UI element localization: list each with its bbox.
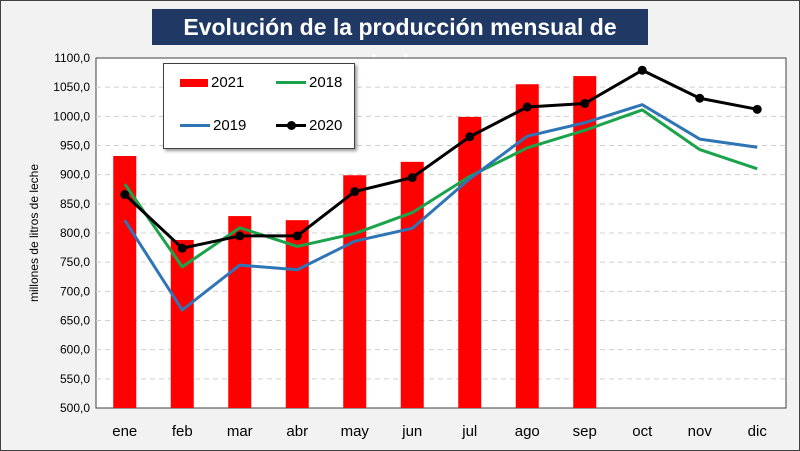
point-2020-sep [580, 99, 590, 108]
legend-item-2021: 2021 [180, 74, 244, 91]
x-tick-label: may [341, 423, 370, 440]
x-tick-label: jun [401, 423, 422, 440]
x-tick-label: feb [172, 423, 193, 440]
line-2019 [123, 103, 758, 312]
line-2020 [123, 68, 758, 250]
y-tick-label: 850,0 [60, 197, 90, 211]
point-2020-ene [120, 190, 130, 199]
line-2018 [123, 108, 758, 269]
y-tick-label: 1100,0 [54, 51, 90, 65]
x-tick-label: abr [286, 423, 308, 440]
bar-2021-mar [228, 216, 252, 408]
bar-2021-abr [285, 220, 309, 408]
legend-swatch [276, 121, 306, 130]
point-2020-jun [407, 173, 417, 183]
legend-swatch [180, 78, 208, 87]
y-tick-label: 600,0 [60, 343, 90, 357]
y-tick-label: 650,0 [60, 314, 90, 328]
legend-item-2018: 2018 [276, 74, 342, 91]
y-tick-label: 550,0 [60, 372, 90, 386]
y-tick-label: 900,0 [60, 168, 90, 182]
bar-2021-sep [573, 76, 597, 408]
point-2020-may [350, 187, 360, 197]
bar-2021-feb [170, 240, 194, 408]
legend-swatch [276, 81, 306, 84]
legend-label: 2019 [213, 117, 247, 134]
bar-2021-may [343, 175, 367, 408]
legend-item-2019: 2019 [180, 117, 246, 134]
x-tick-label: oct [632, 423, 653, 440]
y-tick-label: 800,0 [60, 226, 90, 240]
y-tick-label: 500,0 [60, 401, 90, 415]
point-2020-feb [177, 243, 187, 253]
bar-2021-ene [113, 156, 137, 408]
x-tick-label: ene [112, 423, 137, 440]
bar-2021-jul [458, 116, 482, 409]
legend-label: 2020 [309, 117, 343, 134]
x-tick-label: nov [688, 423, 713, 440]
legend-swatch [180, 124, 210, 127]
legend: 2021 2018 2019 2020 [163, 63, 355, 149]
bar-2021-jun [400, 161, 424, 408]
y-tick-label: 1000,0 [53, 109, 90, 123]
x-tick-label: ago [515, 423, 540, 440]
legend-item-2020: 2020 [276, 117, 342, 134]
point-2020-jul [465, 132, 475, 142]
bar-2021-ago [515, 84, 539, 408]
x-tick-label: dic [748, 423, 768, 440]
y-tick-label: 750,0 [60, 255, 90, 269]
point-2020-nov [695, 93, 705, 103]
point-2020-oct [637, 65, 647, 75]
legend-label: 2021 [211, 74, 245, 91]
point-2020-abr [292, 231, 302, 241]
point-2020-ago [522, 102, 532, 112]
point-2020-dic [752, 104, 762, 114]
y-tick-label: 1050,0 [53, 80, 90, 94]
x-tick-label: jul [461, 423, 477, 440]
legend-label: 2018 [309, 74, 343, 91]
y-tick-label: 950,0 [60, 139, 90, 153]
x-tick-label: mar [227, 423, 253, 440]
y-tick-label: 700,0 [60, 284, 90, 298]
x-tick-label: sep [573, 423, 597, 440]
point-2020-mar [235, 231, 245, 241]
